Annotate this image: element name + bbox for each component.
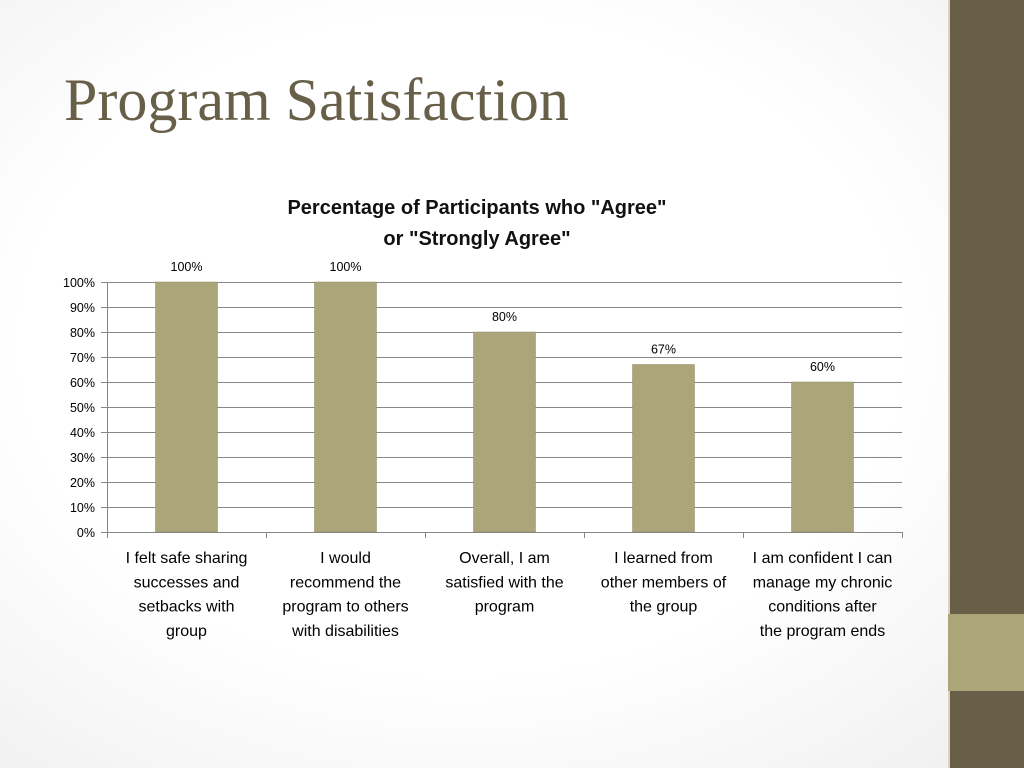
chart-title-line-1: Percentage of Participants who "Agree" bbox=[287, 197, 666, 219]
category-label-5: conditions after bbox=[768, 599, 877, 616]
category-label-1: I felt safe sharing bbox=[126, 550, 248, 567]
category-label-4: the group bbox=[630, 599, 698, 616]
y-tick-label: 10% bbox=[70, 501, 95, 515]
bar-4 bbox=[632, 364, 695, 533]
category-label-4: other members of bbox=[601, 574, 727, 591]
y-tick-label: 40% bbox=[70, 426, 95, 440]
y-tick-label: 30% bbox=[70, 451, 95, 465]
y-tick-label: 80% bbox=[70, 326, 95, 340]
category-label-4: I learned from bbox=[614, 550, 713, 567]
gridlines bbox=[107, 282, 902, 533]
bar-3 bbox=[473, 331, 536, 533]
data-label-2: 100% bbox=[330, 260, 362, 274]
category-label-2: with disabilities bbox=[291, 623, 399, 640]
bar-chart: 0% 10% 20% 30% 40% 50% 60% 70% 80% 90% 100% 100% I f… bbox=[63, 197, 903, 640]
data-label-5: 60% bbox=[810, 360, 835, 374]
data-label-3: 80% bbox=[492, 310, 517, 324]
y-tick-label: 0% bbox=[77, 526, 95, 540]
side-bar-accent bbox=[948, 614, 1024, 691]
bar-5 bbox=[791, 381, 854, 533]
category-label-5: the program ends bbox=[760, 623, 885, 640]
side-bar-edge bbox=[948, 0, 950, 768]
y-tick-label: 90% bbox=[70, 301, 95, 315]
y-tick-label: 60% bbox=[70, 376, 95, 390]
bars bbox=[155, 281, 854, 533]
labels: 0% 10% 20% 30% 40% 50% 60% 70% 80% 90% 100% 100% I f… bbox=[63, 260, 892, 640]
category-label-3: satisfied with the bbox=[445, 574, 563, 591]
y-tick-label: 70% bbox=[70, 351, 95, 365]
category-label-1: successes and bbox=[134, 574, 240, 591]
category-label-3: Overall, I am bbox=[459, 550, 550, 567]
axes bbox=[101, 282, 903, 538]
slide-title: Program Satisfaction bbox=[64, 67, 569, 133]
y-tick-label: 50% bbox=[70, 401, 95, 415]
data-label-1: 100% bbox=[171, 260, 203, 274]
category-label-2: program to others bbox=[282, 599, 408, 616]
side-bar bbox=[948, 0, 1024, 768]
y-tick-label: 100% bbox=[63, 276, 95, 290]
category-label-1: group bbox=[166, 623, 207, 640]
y-tick-label: 20% bbox=[70, 476, 95, 490]
category-label-2: recommend the bbox=[290, 574, 401, 591]
chart-title-line-2: or "Strongly Agree" bbox=[383, 228, 570, 250]
category-label-3: program bbox=[475, 599, 535, 616]
category-label-5: I am confident I can bbox=[753, 550, 893, 567]
data-label-4: 67% bbox=[651, 343, 676, 357]
category-label-2: I would bbox=[320, 550, 371, 567]
category-label-1: setbacks with bbox=[138, 599, 234, 616]
bar-2 bbox=[314, 281, 377, 533]
category-label-5: manage my chronic bbox=[753, 574, 893, 591]
bar-1 bbox=[155, 281, 218, 533]
